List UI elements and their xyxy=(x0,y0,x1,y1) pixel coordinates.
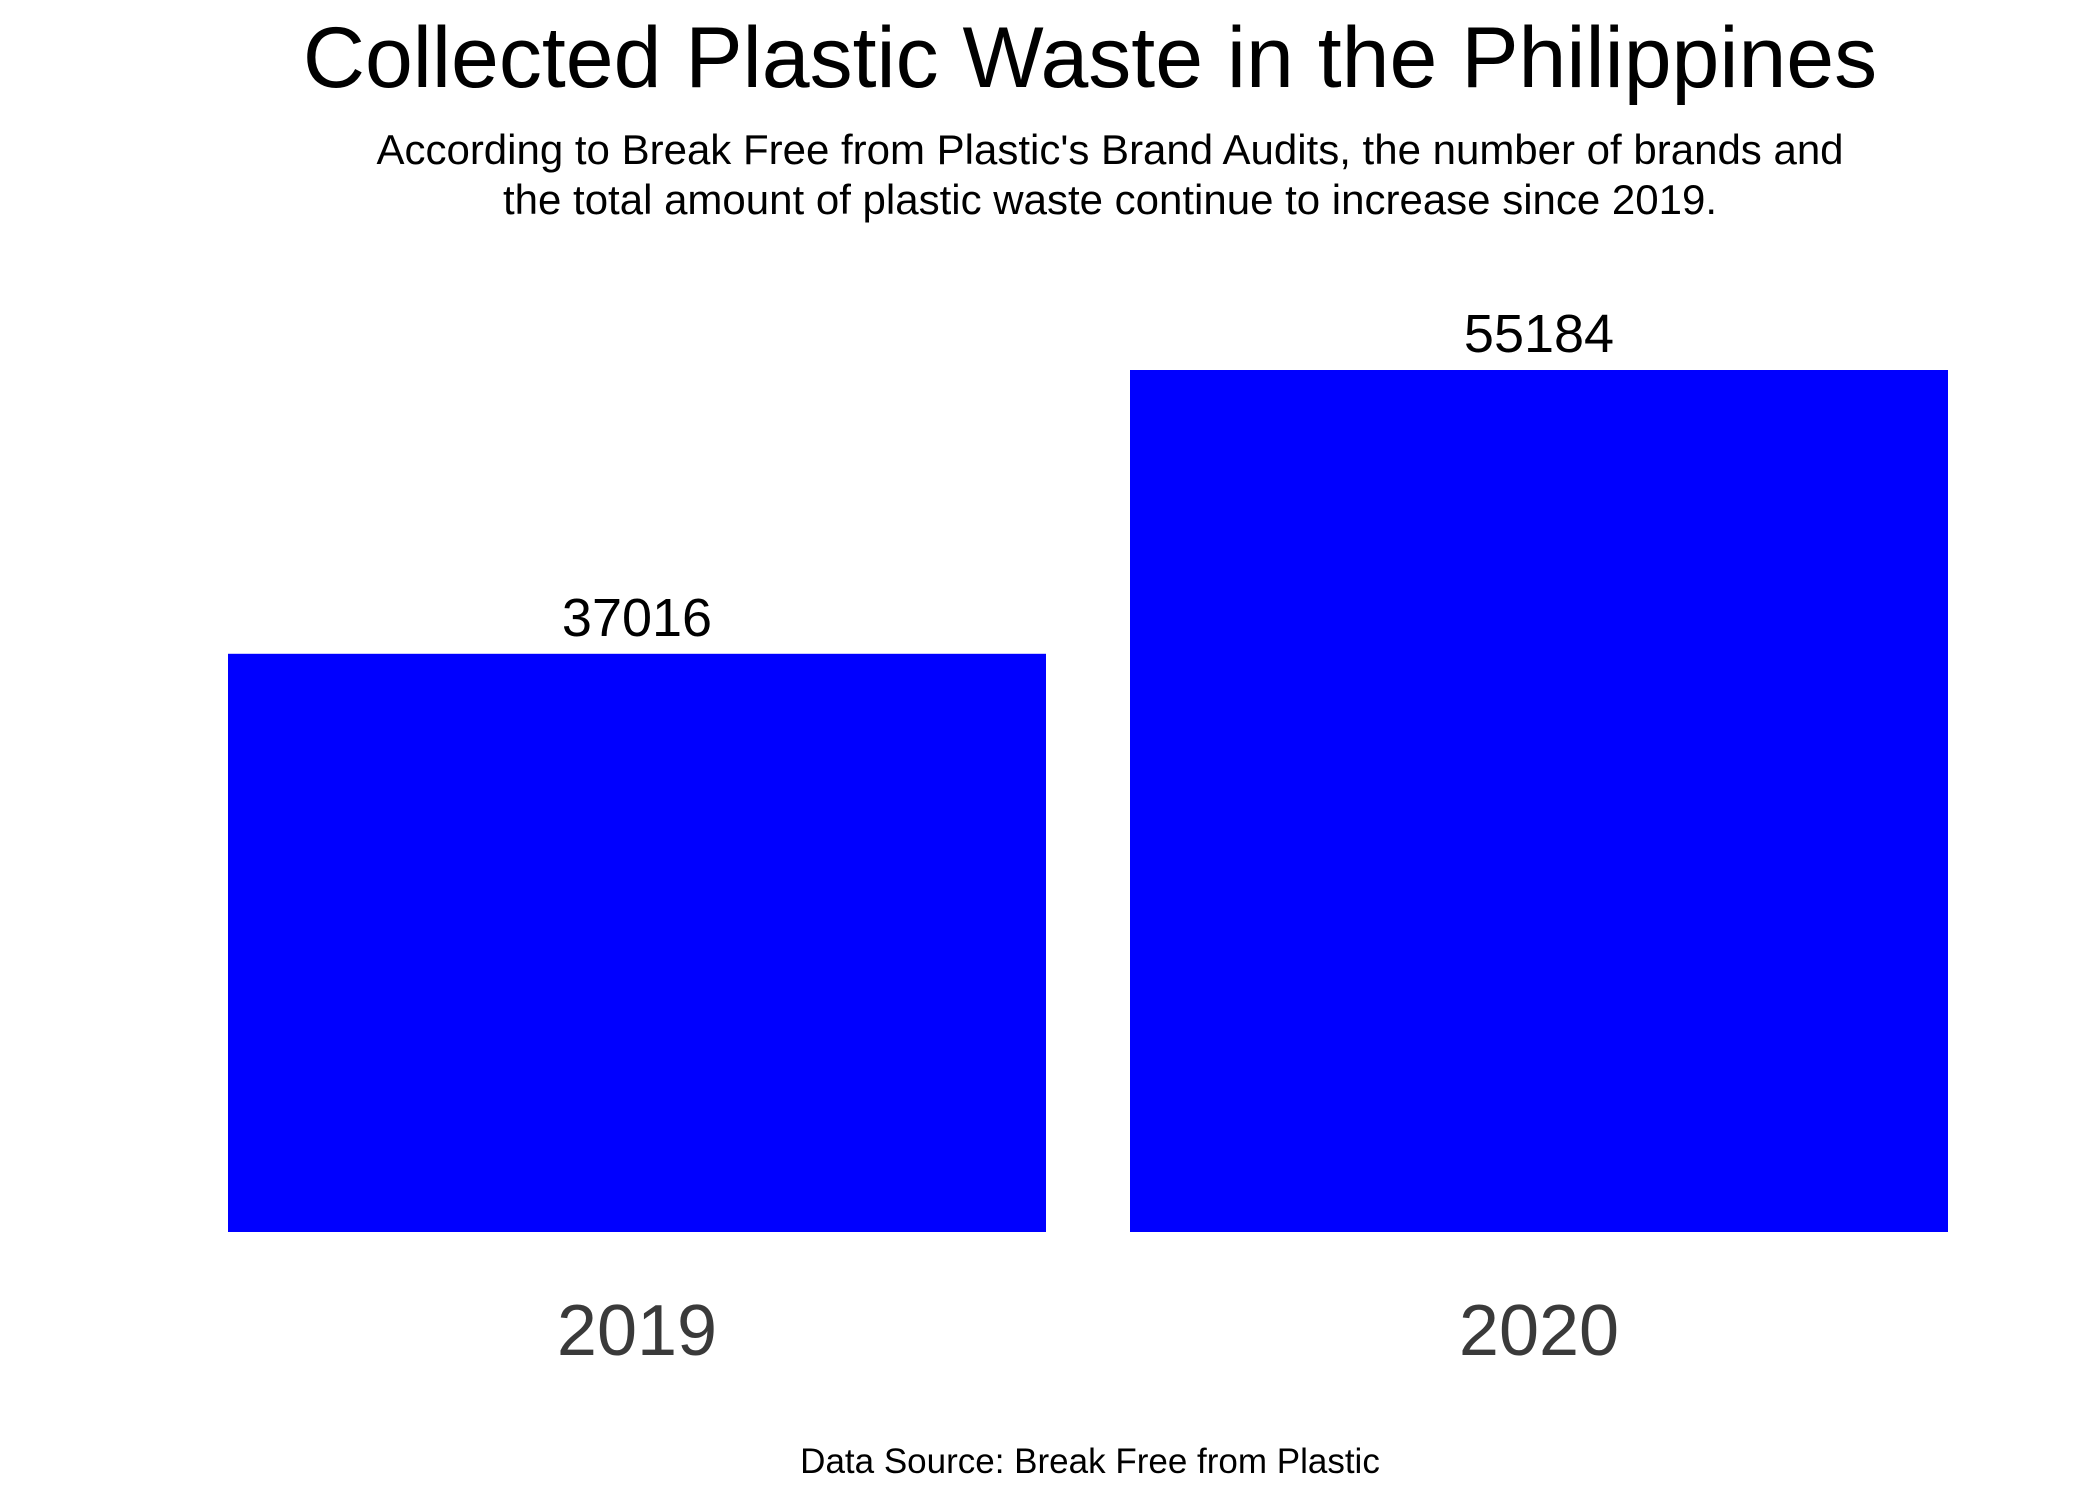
data-label-2020: 55184 xyxy=(1464,304,1614,364)
x-tick-label-2019: 2019 xyxy=(557,1291,717,1371)
chart-title: Collected Plastic Waste in the Philippin… xyxy=(302,10,1878,106)
data-label-2019: 37016 xyxy=(562,588,712,648)
chart-subtitle-line-2: the total amount of plastic waste contin… xyxy=(502,176,1718,223)
x-tick-label-2020: 2020 xyxy=(1459,1291,1619,1371)
chart-subtitle-line-1: According to Break Free from Plastic's B… xyxy=(376,126,1844,173)
bar-2019 xyxy=(228,653,1046,1232)
bar-2020 xyxy=(1130,370,1948,1232)
chart-subtitle: According to Break Free from Plastic's B… xyxy=(200,125,2020,225)
data-source-caption: Data Source: Break Free from Plastic xyxy=(800,1442,1380,1481)
